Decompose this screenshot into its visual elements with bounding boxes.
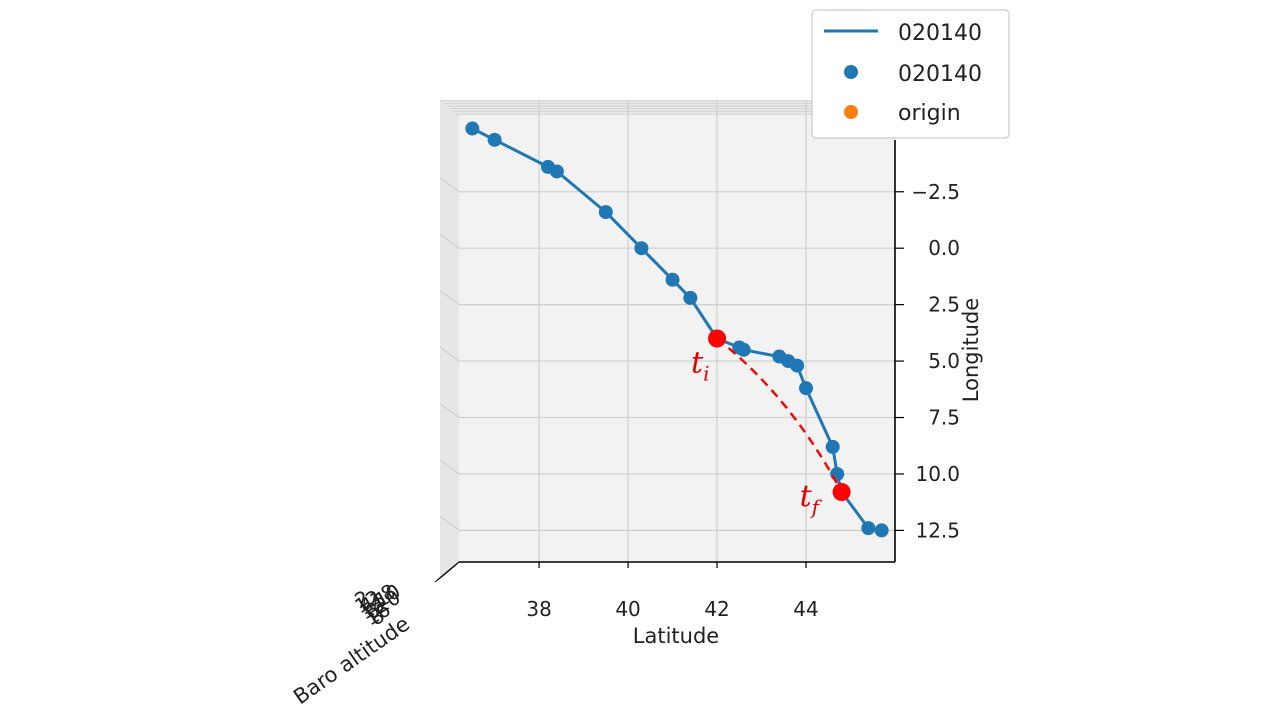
series-point	[598, 205, 613, 220]
series-point	[830, 466, 845, 481]
series-point	[549, 164, 564, 179]
dashed-connector	[716, 337, 843, 493]
grid-line-y-side	[439, 290, 460, 306]
z-tick-mark	[450, 564, 457, 569]
z-axis-label: Baro altitude	[289, 612, 414, 709]
series-layer	[465, 121, 889, 538]
y-axis-label: Longitude	[959, 298, 983, 402]
legend: 020140 020140 origin	[811, 9, 1010, 139]
legend-label-line: 020140	[898, 21, 982, 46]
highlight-point	[832, 483, 851, 502]
legend-dot-swatch	[844, 65, 858, 79]
series-point	[825, 439, 840, 454]
y-ticks: −2.5 0.0 2.5 5.0 7.5 10.0 12.5	[895, 180, 960, 542]
series-point	[487, 132, 502, 147]
y-tick-label: 2.5	[928, 293, 960, 317]
y-tick-label: 7.5	[928, 406, 960, 430]
grid-line-y-side	[439, 459, 460, 475]
legend-origin-swatch	[844, 105, 858, 119]
series-point	[861, 521, 876, 536]
y-tick-label: 0.0	[928, 236, 960, 260]
highlight-label: ti	[691, 346, 709, 386]
series-point	[683, 290, 698, 305]
back-pane	[459, 115, 895, 562]
y-tick-label: 5.0	[928, 349, 960, 373]
y-tick-label: 10.0	[915, 462, 960, 486]
highlight-label-base: t	[691, 346, 704, 381]
grid-line-y-side	[439, 346, 460, 362]
x-tick-label: 42	[704, 597, 729, 621]
series-point	[465, 121, 480, 136]
series-point	[665, 272, 680, 287]
x-ticks: 38 40 42 44	[526, 562, 819, 621]
side-pane	[440, 100, 459, 578]
highlight-point	[708, 329, 727, 348]
grid-line-y-side	[439, 177, 460, 193]
series-point	[799, 381, 814, 396]
series-point	[790, 358, 805, 373]
y-tick-label: 12.5	[915, 518, 960, 542]
x-axis-label: Latitude	[633, 624, 719, 648]
legend-label-origin: origin	[898, 101, 961, 126]
grid-line-y-side	[439, 233, 460, 249]
series-point	[736, 342, 751, 357]
grid-line-y-side	[439, 515, 460, 531]
legend-box	[811, 9, 1010, 139]
legend-label-dot: 020140	[898, 62, 982, 87]
highlight-label-base: t	[800, 479, 813, 514]
series-point	[634, 241, 649, 256]
x-tick-label: 44	[793, 597, 818, 621]
y-tick-label: −2.5	[911, 180, 960, 204]
x-tick-label: 38	[526, 597, 551, 621]
connector-layer	[716, 337, 843, 493]
grid-line-y-side	[439, 403, 460, 418]
x-tick-label: 40	[615, 597, 640, 621]
grid	[439, 100, 895, 562]
highlight-label-sub: i	[703, 362, 709, 386]
series-point	[874, 523, 889, 538]
